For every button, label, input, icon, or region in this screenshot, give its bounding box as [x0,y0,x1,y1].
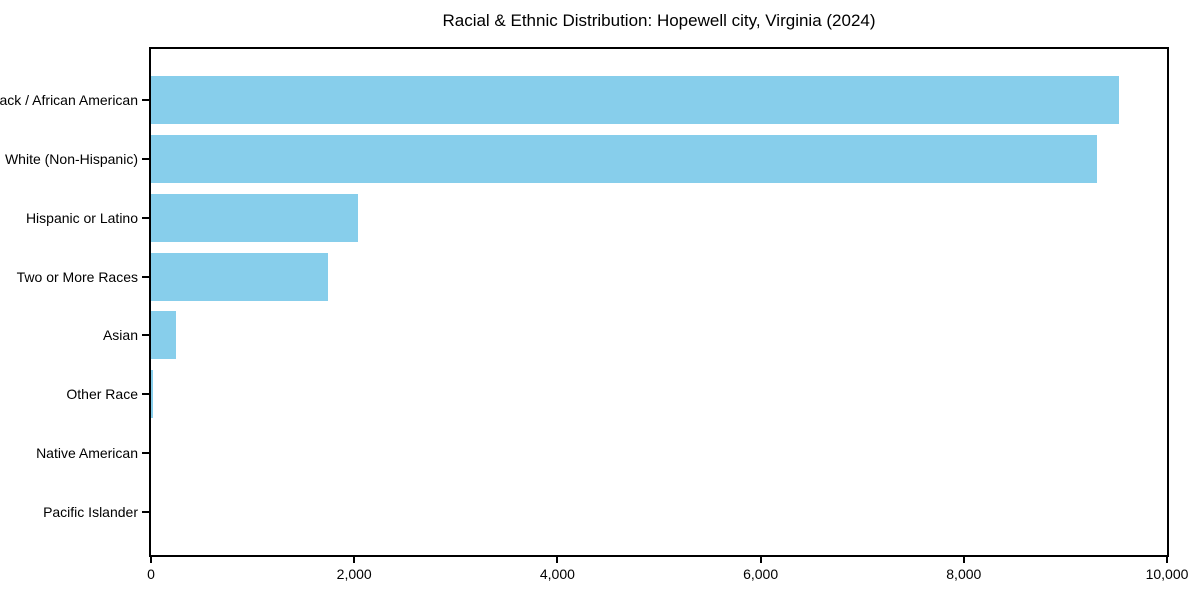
bar-row [151,189,1167,248]
x-tick-mark [759,557,762,563]
bar [151,252,328,301]
y-tick-label: Two or More Races [16,268,138,285]
y-tick-mark [142,393,149,396]
y-row: Asian [0,306,149,365]
bar-row [151,71,1167,130]
y-tick-mark [142,99,149,102]
y-row: Hispanic or Latino [0,189,149,248]
y-tick-label: Other Race [66,386,138,403]
y-tick-mark [142,451,149,454]
y-row: Native American [0,424,149,483]
x-tick-mark [1166,557,1168,563]
x-tick-label: 10,000 [1145,566,1189,582]
x-tick-label: 4,000 [539,566,575,582]
y-row: Two or More Races [0,247,149,306]
y-tick-label: Native American [36,444,138,461]
y-tick-label: White (Non-Hispanic) [4,151,138,168]
y-tick-label: Pacific Islander [43,503,138,520]
y-row: Pacific Islander [0,482,149,541]
bar [151,193,359,242]
y-tick-label: Asian [102,327,138,344]
y-tick-label: Black / African American [0,92,138,109]
bar-row [151,365,1167,424]
plot-area [149,47,1169,557]
x-axis: 0 2,000 4,000 6,000 8,000 10,000 [147,557,1188,597]
x-tick-label: 8,000 [946,566,982,582]
x-tick-label: 6,000 [743,566,779,582]
y-tick-mark [142,334,149,337]
y-tick-mark [142,275,149,278]
y-row: White (Non-Hispanic) [0,130,149,189]
bar-row [151,424,1167,483]
x-tick-mark [353,557,356,563]
x-tick-mark [150,557,152,563]
bar-row [151,247,1167,306]
bar [151,370,153,419]
y-tick-mark [142,158,149,161]
y-tick-mark [142,510,149,513]
bar [151,76,1120,125]
y-axis: Black / African American White (Non-Hispa… [0,49,149,555]
bar-row [151,482,1167,541]
bar-row [151,130,1167,189]
y-tick-label: Hispanic or Latino [25,209,138,226]
y-row: Other Race [0,365,149,424]
x-tick-label: 2,000 [336,566,372,582]
chart-title: Racial & Ethnic Distribution: Hopewell c… [442,11,876,30]
x-tick-mark [556,557,559,563]
y-row: Black / African American [0,71,149,130]
bar [151,135,1097,184]
x-tick-mark [962,557,965,563]
x-tick-label: 0 [147,566,155,582]
bar [151,311,176,360]
y-tick-mark [142,216,149,219]
bar-row [151,306,1167,365]
